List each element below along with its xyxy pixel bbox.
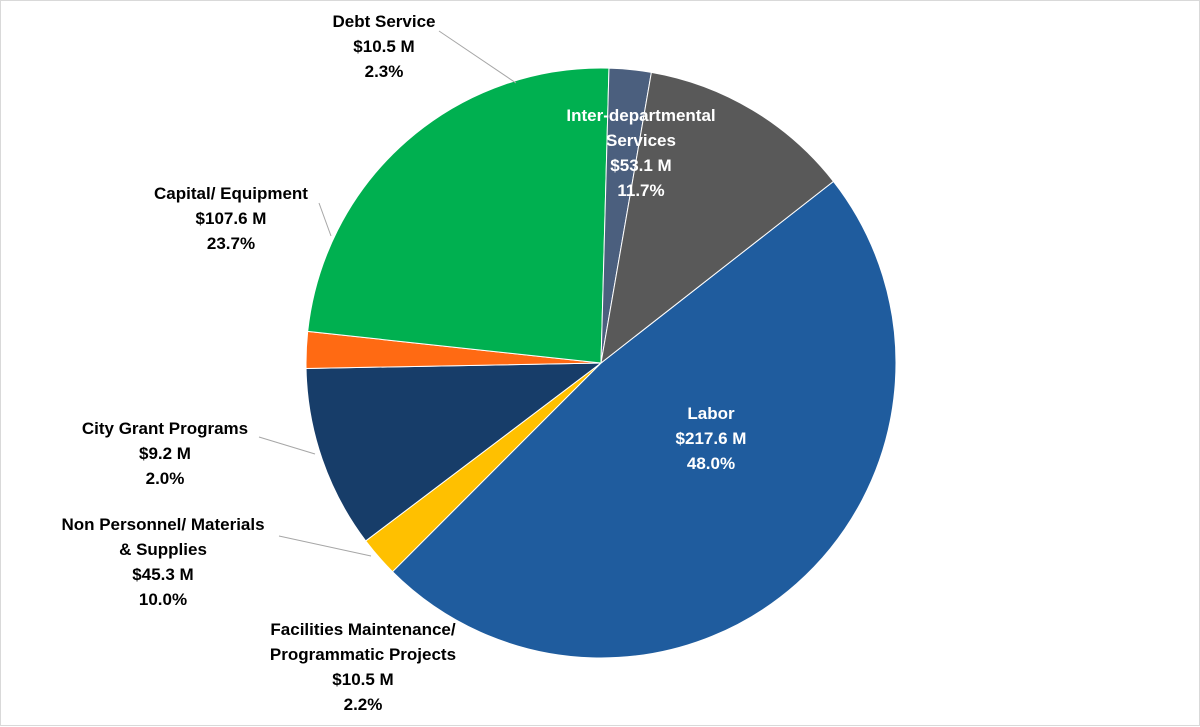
slice-label-line: $10.5 M	[332, 670, 393, 689]
slice-label-line: & Supplies	[119, 540, 207, 559]
slice-label-line: $9.2 M	[139, 444, 191, 463]
slice-label-line: Debt Service	[333, 12, 436, 31]
leader-line-5	[318, 202, 332, 237]
slice-label-2: Facilities Maintenance/Programmatic Proj…	[270, 620, 456, 714]
pie-slice-1	[391, 180, 897, 659]
slice-label-3: Non Personnel/ Materials & Supplies $45.3 …	[61, 515, 264, 609]
slice-label-line: 11.7%	[617, 181, 664, 200]
leader-line-4	[258, 436, 316, 455]
slice-label-line: 10.0%	[139, 590, 187, 609]
slice-label-line: 2.2%	[344, 695, 383, 714]
slice-label-line: $107.6 M	[196, 209, 267, 228]
slice-label-1: Labor $217.6 M 48.0%	[676, 404, 747, 473]
pie-slice-5	[307, 67, 610, 364]
slice-label-line: $10.5 M	[353, 37, 414, 56]
slice-label-line: Services	[606, 131, 676, 150]
slice-label-line: Programmatic Projects	[270, 645, 456, 664]
slice-label-line: Labor	[687, 404, 735, 423]
slice-label-line: 2.0%	[146, 469, 185, 488]
leader-lines	[258, 30, 517, 557]
slice-labels: Labor $217.6 M 48.0% Facilities Maintenance…	[61, 12, 746, 714]
slice-label-line: 2.3%	[365, 62, 404, 81]
slice-label-line: 23.7%	[207, 234, 255, 253]
pie-slice-7	[600, 71, 835, 365]
slice-label-line: $45.3 M	[132, 565, 193, 584]
slice-label-4: City Grant Programs $9.2 M 2.0%	[82, 419, 248, 488]
slice-label-6: Debt Service $10.5 M 2.3%	[333, 12, 436, 81]
slice-label-7: Inter-departmental Services $53.1 M 11.7%	[566, 106, 715, 200]
slice-label-line: Inter-departmental	[566, 106, 715, 125]
slice-label-line: Capital/ Equipment	[154, 184, 308, 203]
leader-line-3	[278, 535, 372, 557]
slice-label-line: $217.6 M	[676, 429, 747, 448]
slice-label-line: City Grant Programs	[82, 419, 248, 438]
slice-label-line: $53.1 M	[610, 156, 671, 175]
pie-slices	[305, 67, 897, 659]
leader-line-6	[438, 30, 517, 84]
pie-slice-3	[305, 362, 603, 542]
slice-label-line: Non Personnel/ Materials	[61, 515, 264, 534]
slice-label-line: 48.0%	[687, 454, 735, 473]
slice-label-line: Facilities Maintenance/	[270, 620, 455, 639]
slice-label-5: Capital/ Equipment $107.6 M 23.7%	[154, 184, 308, 253]
